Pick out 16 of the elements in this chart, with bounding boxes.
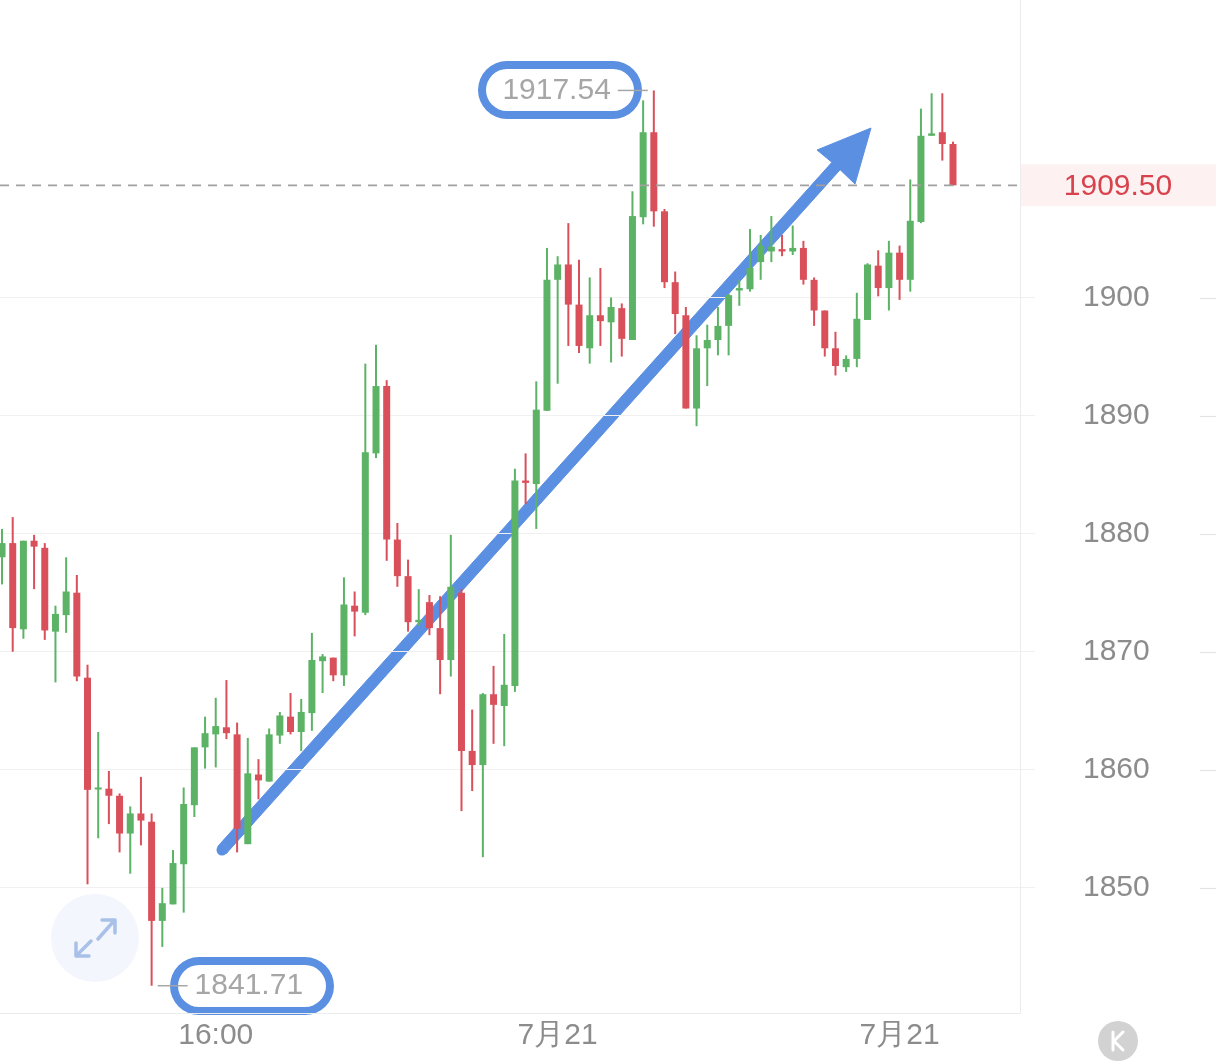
ref-line-label: 1909.50 [1063,167,1173,201]
y-tick-label: 1900 [1083,278,1150,312]
candlestick [596,268,604,346]
annotation: 1841.71 [194,966,304,1000]
y-tick-label: 1890 [1083,396,1150,430]
x-tick-label: 7月21 [517,1017,598,1051]
y-tick-label: 1860 [1083,751,1150,785]
x-tick-label: 16:00 [178,1017,254,1051]
y-tick-label: 1870 [1083,632,1150,666]
candlestick [222,680,230,740]
annotation: 1917.54 [502,71,611,105]
candlestick [94,732,102,839]
y-tick-label: 1850 [1083,869,1150,903]
candlestick [928,93,936,136]
x-tick-label: 7月21 [859,1017,940,1051]
y-tick-label: 1880 [1083,514,1150,548]
